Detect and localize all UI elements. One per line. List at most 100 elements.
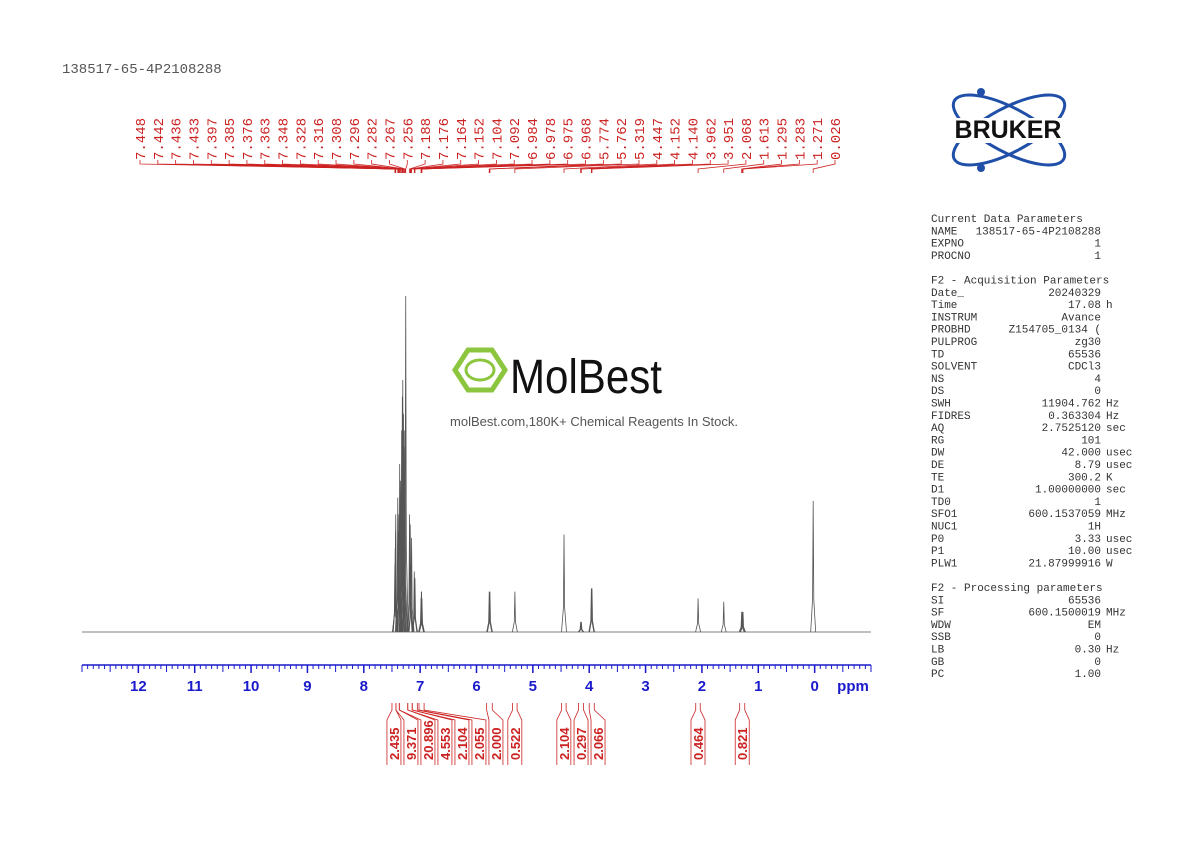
peak	[578, 621, 585, 633]
peak	[487, 591, 493, 633]
peak	[412, 578, 418, 633]
peak-label: 4.140	[686, 118, 702, 160]
peak-leader	[591, 160, 729, 173]
param-unit: W	[1106, 558, 1113, 570]
x-tick-label: 9	[303, 678, 311, 695]
peak-leader	[489, 160, 622, 173]
param-value: zg30	[1075, 337, 1101, 349]
param-value: 138517-65-4P2108288	[976, 226, 1101, 238]
peak-leader	[405, 160, 408, 173]
peak-label: 1.613	[758, 118, 774, 160]
integral-bracket	[491, 703, 504, 765]
peak-leader	[580, 160, 676, 173]
peak-leader	[742, 160, 818, 173]
integral-label: 0.821	[735, 727, 750, 760]
peak	[589, 588, 595, 633]
peak-leader	[414, 160, 515, 173]
peak-label: 2.068	[740, 118, 756, 160]
x-tick-label: 7	[416, 678, 424, 695]
integral-bracket	[416, 703, 470, 765]
peak-label: 5.762	[615, 118, 631, 160]
param-name: NUC1	[931, 522, 958, 534]
integral-bracket	[398, 703, 422, 765]
peak-label: 6.968	[580, 118, 596, 160]
param-value: 600.1537059	[1028, 509, 1101, 521]
param-name: FIDRES	[931, 411, 971, 423]
param-value: 0	[1094, 632, 1101, 644]
param-name: AQ	[931, 423, 945, 435]
param-unit: Hz	[1106, 645, 1119, 657]
peak-label: 3.951	[722, 118, 738, 160]
peak-label: 5.319	[633, 118, 649, 160]
x-tick-label: 12	[130, 678, 147, 695]
peak	[392, 514, 399, 633]
x-tick-label: 5	[529, 678, 537, 695]
peak	[577, 621, 584, 633]
peak-leader	[514, 160, 640, 173]
watermark-icon	[452, 347, 508, 393]
integral-bracket	[734, 703, 741, 765]
param-unit: K	[1106, 472, 1113, 484]
param-value: 1	[1094, 239, 1101, 251]
spectrum: 7.448 7.442 7.436 7.433 7.397 7.385 7.376 7.363…	[81, 118, 872, 765]
peak-leader	[421, 160, 586, 173]
param-unit: usec	[1106, 448, 1132, 460]
param-unit: MHz	[1106, 509, 1126, 521]
peak-label: 7.296	[348, 118, 364, 160]
param-name: D1	[931, 485, 945, 497]
peak-label: 7.363	[259, 118, 275, 160]
peak-leader	[580, 160, 693, 173]
x-axis-label: ppm	[837, 678, 869, 695]
param-value: 300.2	[1068, 472, 1101, 484]
param-unit: Hz	[1106, 411, 1119, 423]
integral-label: 0.522	[508, 727, 523, 760]
param-value: 0.30	[1075, 645, 1101, 657]
integral-bracket	[516, 703, 523, 765]
param-name: GB	[931, 657, 945, 669]
integral-bracket	[593, 703, 606, 765]
peak-label: 7.188	[419, 118, 435, 160]
peak-label: 7.152	[473, 118, 489, 160]
watermark-icon	[464, 358, 496, 382]
param-name: P1	[931, 546, 945, 558]
param-section-title: Current Data Parameters	[931, 214, 1083, 226]
logo-band	[925, 118, 1091, 143]
peak-leader	[299, 160, 403, 173]
param-name: P0	[931, 534, 944, 546]
integral-bracket	[699, 703, 706, 765]
param-value: 65536	[1068, 595, 1101, 607]
param-name: PC	[931, 669, 945, 681]
param-value: 17.08	[1068, 300, 1101, 312]
param-name: NAME	[931, 226, 958, 238]
param-name: SWH	[931, 399, 951, 411]
peak-leader	[413, 160, 497, 173]
param-name: SSB	[931, 632, 951, 644]
peak-leader	[723, 160, 765, 173]
peak	[588, 588, 595, 633]
param-value: 1.00000000	[1035, 485, 1101, 497]
integral-bracket	[407, 703, 439, 765]
peak-label: 6.975	[562, 118, 578, 160]
peak-label: 1.295	[776, 118, 792, 160]
integral-bracket	[386, 703, 393, 765]
x-tick-label: 3	[641, 678, 649, 695]
param-value: Avance	[1061, 312, 1101, 324]
integral-label: 2.000	[489, 727, 504, 760]
integral-bracket	[507, 703, 513, 765]
peak-leader	[741, 160, 782, 173]
param-value: 42.000	[1061, 448, 1101, 460]
peak-label: 7.436	[170, 118, 186, 160]
param-name: PULPROG	[931, 337, 977, 349]
integral-label: 0.464	[691, 727, 706, 760]
param-name: PROBHD	[931, 325, 971, 337]
param-section-title: F2 - Processing parameters	[931, 583, 1103, 595]
peak-leader	[335, 160, 404, 173]
param-value: 3.33	[1075, 534, 1101, 546]
param-name: DE	[931, 460, 945, 472]
param-name: SI	[931, 595, 944, 607]
x-tick-label: 11	[187, 678, 203, 695]
param-name: Date_	[931, 288, 964, 300]
param-unit: MHz	[1106, 608, 1126, 620]
param-name: RG	[931, 435, 944, 447]
